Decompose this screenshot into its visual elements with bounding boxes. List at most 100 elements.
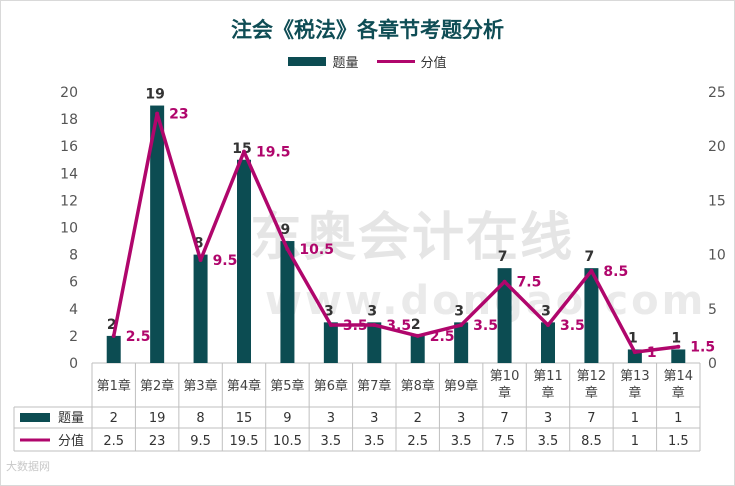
bar-data-label: 9 (281, 222, 291, 238)
table-cell-line: 10.5 (273, 434, 302, 449)
line-point (459, 323, 464, 328)
bar (323, 322, 338, 363)
table-cell-line: 2.5 (407, 434, 428, 449)
line-data-label: 9.5 (213, 253, 238, 269)
y-right-tick-label: 5 (708, 302, 717, 318)
legend-swatch-bar (288, 57, 327, 66)
y-left-tick-label: 8 (69, 248, 78, 264)
line-point (502, 279, 507, 284)
line-point (415, 333, 420, 338)
bar (410, 335, 425, 363)
line-data-label: 1.5 (690, 340, 715, 356)
line-point (155, 111, 160, 116)
line-point (328, 323, 333, 328)
y-left-tick-label: 4 (69, 302, 78, 318)
legend-label-line: 分值 (420, 56, 447, 71)
bar-data-label: 7 (498, 249, 508, 265)
table-cell-line: 8.5 (581, 434, 602, 449)
bar (367, 322, 382, 363)
y-right-tick-label: 15 (708, 193, 726, 209)
x-category-label: 第14 章 (664, 369, 694, 401)
line-point (285, 247, 290, 252)
bar (541, 322, 555, 363)
legend-item-line: 分值 (376, 52, 447, 71)
x-category-label: 第13 章 (620, 369, 650, 401)
source-badge: 大数据网 (6, 460, 50, 473)
line-data-label: 3.5 (473, 318, 498, 334)
y-left-tick-label: 18 (60, 112, 78, 128)
x-category-label: 第11 章 (533, 369, 563, 401)
bar (237, 159, 251, 363)
table-cell-bar: 9 (283, 411, 291, 426)
table-cell-bar: 3 (327, 411, 335, 426)
x-category-label: 第7章 (357, 378, 391, 394)
table-cell-bar: 3 (370, 411, 378, 426)
bar (671, 349, 686, 363)
bar (150, 105, 165, 364)
table-cell-bar: 3 (544, 411, 552, 426)
line-point (589, 268, 594, 273)
line-data-label: 8.5 (603, 264, 628, 280)
bar-data-label: 3 (454, 303, 464, 319)
bar (497, 268, 512, 363)
table-cell-line: 9.5 (190, 434, 211, 449)
line-data-label: 19.5 (256, 145, 291, 161)
table-row-header-bar: 题量 (58, 411, 84, 426)
table-cell-line: 1.5 (668, 434, 689, 449)
watermark-brand: 东奥会计在线 (250, 208, 575, 268)
x-category-label: 第10 章 (490, 369, 520, 401)
x-category-label: 第2章 (140, 378, 174, 394)
bar-data-label: 3 (324, 303, 334, 319)
line-series (111, 111, 679, 354)
bar (454, 322, 469, 363)
legend-swatch-line (376, 60, 415, 63)
x-category-label: 第3章 (183, 378, 217, 394)
bar (280, 241, 295, 363)
line-data-label: 2.5 (126, 329, 151, 345)
table-cell-bar: 15 (236, 411, 253, 426)
y-left-tick-label: 16 (60, 139, 78, 155)
table-cell-bar: 19 (149, 411, 166, 426)
table-cell-line: 2.5 (103, 434, 124, 449)
y-left-tick-label: 2 (69, 329, 78, 345)
y-left-tick-label: 12 (60, 193, 78, 209)
y-right-tick-label: 20 (708, 139, 726, 155)
legend-label-bar: 题量 (332, 56, 359, 71)
table-cell-bar: 2 (110, 411, 118, 426)
bar (193, 254, 208, 363)
bar (106, 335, 121, 363)
line-point (242, 149, 246, 154)
table-cell-bar: 7 (587, 411, 595, 426)
table-cell-bar: 8 (196, 411, 204, 426)
line-point (111, 333, 116, 338)
bar-data-label: 3 (541, 303, 551, 319)
table-cell-line: 23 (149, 434, 166, 449)
table-cell-line: 3.5 (538, 434, 559, 449)
table-cell-line: 1 (631, 434, 639, 449)
bar-data-label: 7 (585, 249, 595, 265)
line-point (546, 323, 550, 328)
line-data-label: 7.5 (517, 275, 542, 291)
y-right-tick-label: 10 (708, 248, 726, 264)
legend: 题量 分值 (0, 52, 735, 71)
table-cell-bar: 1 (631, 411, 639, 426)
line-data-label: 1 (647, 345, 657, 361)
y-left-tick-label: 14 (60, 166, 78, 182)
line-data-label: 3.5 (560, 318, 585, 334)
table-cell-bar: 1 (674, 411, 682, 426)
chart-title: 注会《税法》各章节考题分析 (231, 18, 504, 42)
x-category-label: 第4章 (227, 378, 261, 394)
table-cell-line: 3.5 (451, 434, 472, 449)
table-cell-bar: 7 (500, 411, 508, 426)
bar-data-label: 2 (107, 317, 117, 333)
line-data-label: 3.5 (386, 318, 411, 334)
y-left-tick-label: 6 (69, 275, 78, 291)
line-point (372, 323, 377, 328)
x-category-label: 第1章 (97, 378, 131, 394)
bar-data-label: 3 (367, 303, 377, 319)
x-category-label: 第12 章 (577, 369, 607, 401)
line-point (198, 258, 203, 263)
table-cell-bar: 2 (414, 411, 422, 426)
y-left-tick-label: 20 (60, 85, 78, 101)
